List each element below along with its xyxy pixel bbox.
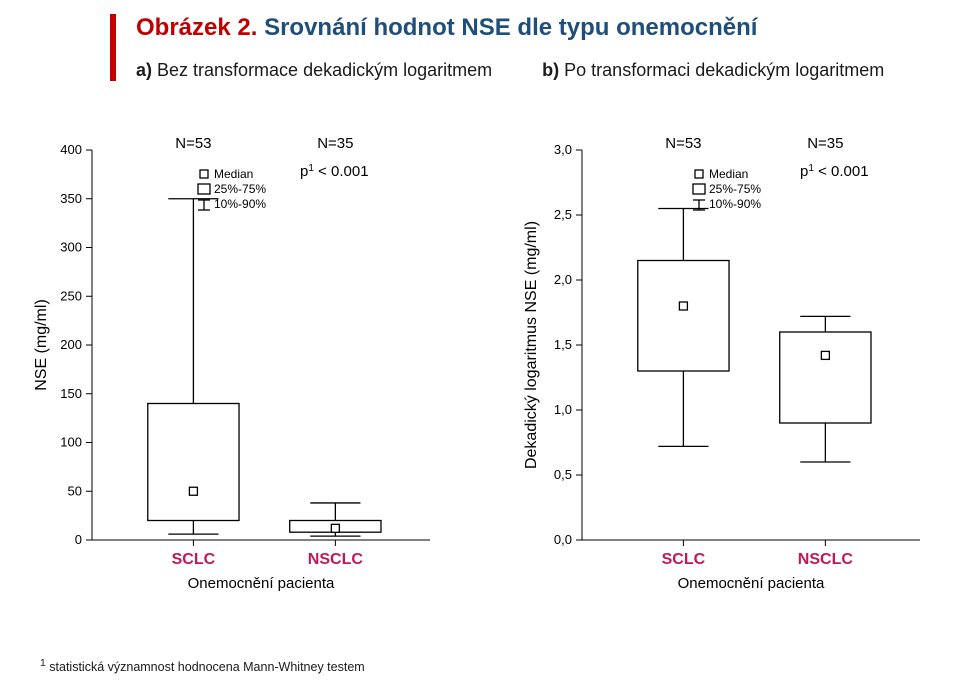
svg-text:p1 < 0.001: p1 < 0.001	[800, 163, 869, 181]
svg-text:10%-90%: 10%-90%	[709, 197, 761, 211]
svg-text:25%-75%: 25%-75%	[709, 182, 761, 196]
subtitle-b: b) Po transformaci dekadickým logaritmem	[542, 60, 884, 81]
title-block: Obrázek 2. Srovnání hodnot NSE dle typu …	[110, 14, 896, 81]
figure-title: Obrázek 2. Srovnání hodnot NSE dle typu …	[136, 14, 896, 42]
svg-text:200: 200	[60, 337, 82, 352]
chart-a-svg: 050100150200250300350400NSE (mg/ml)N=53N…	[20, 140, 450, 600]
svg-text:150: 150	[60, 386, 82, 401]
svg-text:3,0: 3,0	[554, 142, 572, 157]
charts-row: 050100150200250300350400NSE (mg/ml)N=53N…	[20, 140, 940, 620]
title-red: Obrázek 2.	[136, 14, 257, 41]
svg-text:Onemocnění pacienta: Onemocnění pacienta	[678, 575, 825, 592]
subtitle-a-bold: a)	[136, 60, 152, 80]
svg-text:100: 100	[60, 435, 82, 450]
footnote: 1 statistická významnost hodnocena Mann-…	[40, 658, 365, 674]
svg-text:SCLC: SCLC	[172, 551, 216, 568]
chart-a: 050100150200250300350400NSE (mg/ml)N=53N…	[20, 140, 450, 620]
svg-text:N=35: N=35	[317, 135, 353, 152]
chart-b-svg: 0,0 0,5 1,0 1,5 2,0 2,5 3,0 Dekadický logaritmu…	[510, 140, 940, 600]
svg-text:250: 250	[60, 288, 82, 303]
svg-text:2,5: 2,5	[554, 207, 572, 222]
svg-text:NSE (mg/ml): NSE (mg/ml)	[33, 299, 50, 391]
svg-text:0,5: 0,5	[554, 467, 572, 482]
svg-text:50: 50	[68, 483, 82, 498]
svg-text:350: 350	[60, 191, 82, 206]
svg-text:N=53: N=53	[175, 135, 211, 152]
subtitle-row: a) Bez transformace dekadickým logaritme…	[136, 60, 896, 81]
svg-text:Median: Median	[214, 167, 253, 181]
svg-text:Dekadický logaritmus NSE (mg/m: Dekadický logaritmus NSE (mg/ml)	[523, 221, 540, 469]
chart-b: 0,0 0,5 1,0 1,5 2,0 2,5 3,0 Dekadický logaritmu…	[510, 140, 940, 620]
svg-text:10%-90%: 10%-90%	[214, 197, 266, 211]
svg-text:N=53: N=53	[665, 135, 701, 152]
svg-text:0,0: 0,0	[554, 532, 572, 547]
svg-text:Onemocnění pacienta: Onemocnění pacienta	[188, 575, 335, 592]
svg-text:NSCLC: NSCLC	[798, 551, 854, 568]
svg-text:25%-75%: 25%-75%	[214, 182, 266, 196]
title-blue: Srovnání hodnot NSE dle typu onemocnění	[264, 14, 757, 41]
subtitle-a-text: Bez transformace dekadickým logaritmem	[152, 60, 492, 80]
svg-text:N=35: N=35	[807, 135, 843, 152]
svg-text:Median: Median	[709, 167, 748, 181]
svg-text:2,0: 2,0	[554, 272, 572, 287]
svg-text:p1 < 0.001: p1 < 0.001	[300, 163, 369, 181]
svg-text:1,0: 1,0	[554, 402, 572, 417]
svg-text:400: 400	[60, 142, 82, 157]
svg-text:300: 300	[60, 240, 82, 255]
subtitle-b-bold: b)	[542, 60, 559, 80]
footnote-text: statistická významnost hodnocena Mann-Wh…	[46, 660, 365, 674]
subtitle-b-text: Po transformaci dekadickým logaritmem	[559, 60, 884, 80]
subtitle-a: a) Bez transformace dekadickým logaritme…	[136, 60, 492, 81]
svg-text:0: 0	[75, 532, 82, 547]
svg-text:NSCLC: NSCLC	[308, 551, 364, 568]
svg-text:1,5: 1,5	[554, 337, 572, 352]
svg-text:SCLC: SCLC	[662, 551, 706, 568]
